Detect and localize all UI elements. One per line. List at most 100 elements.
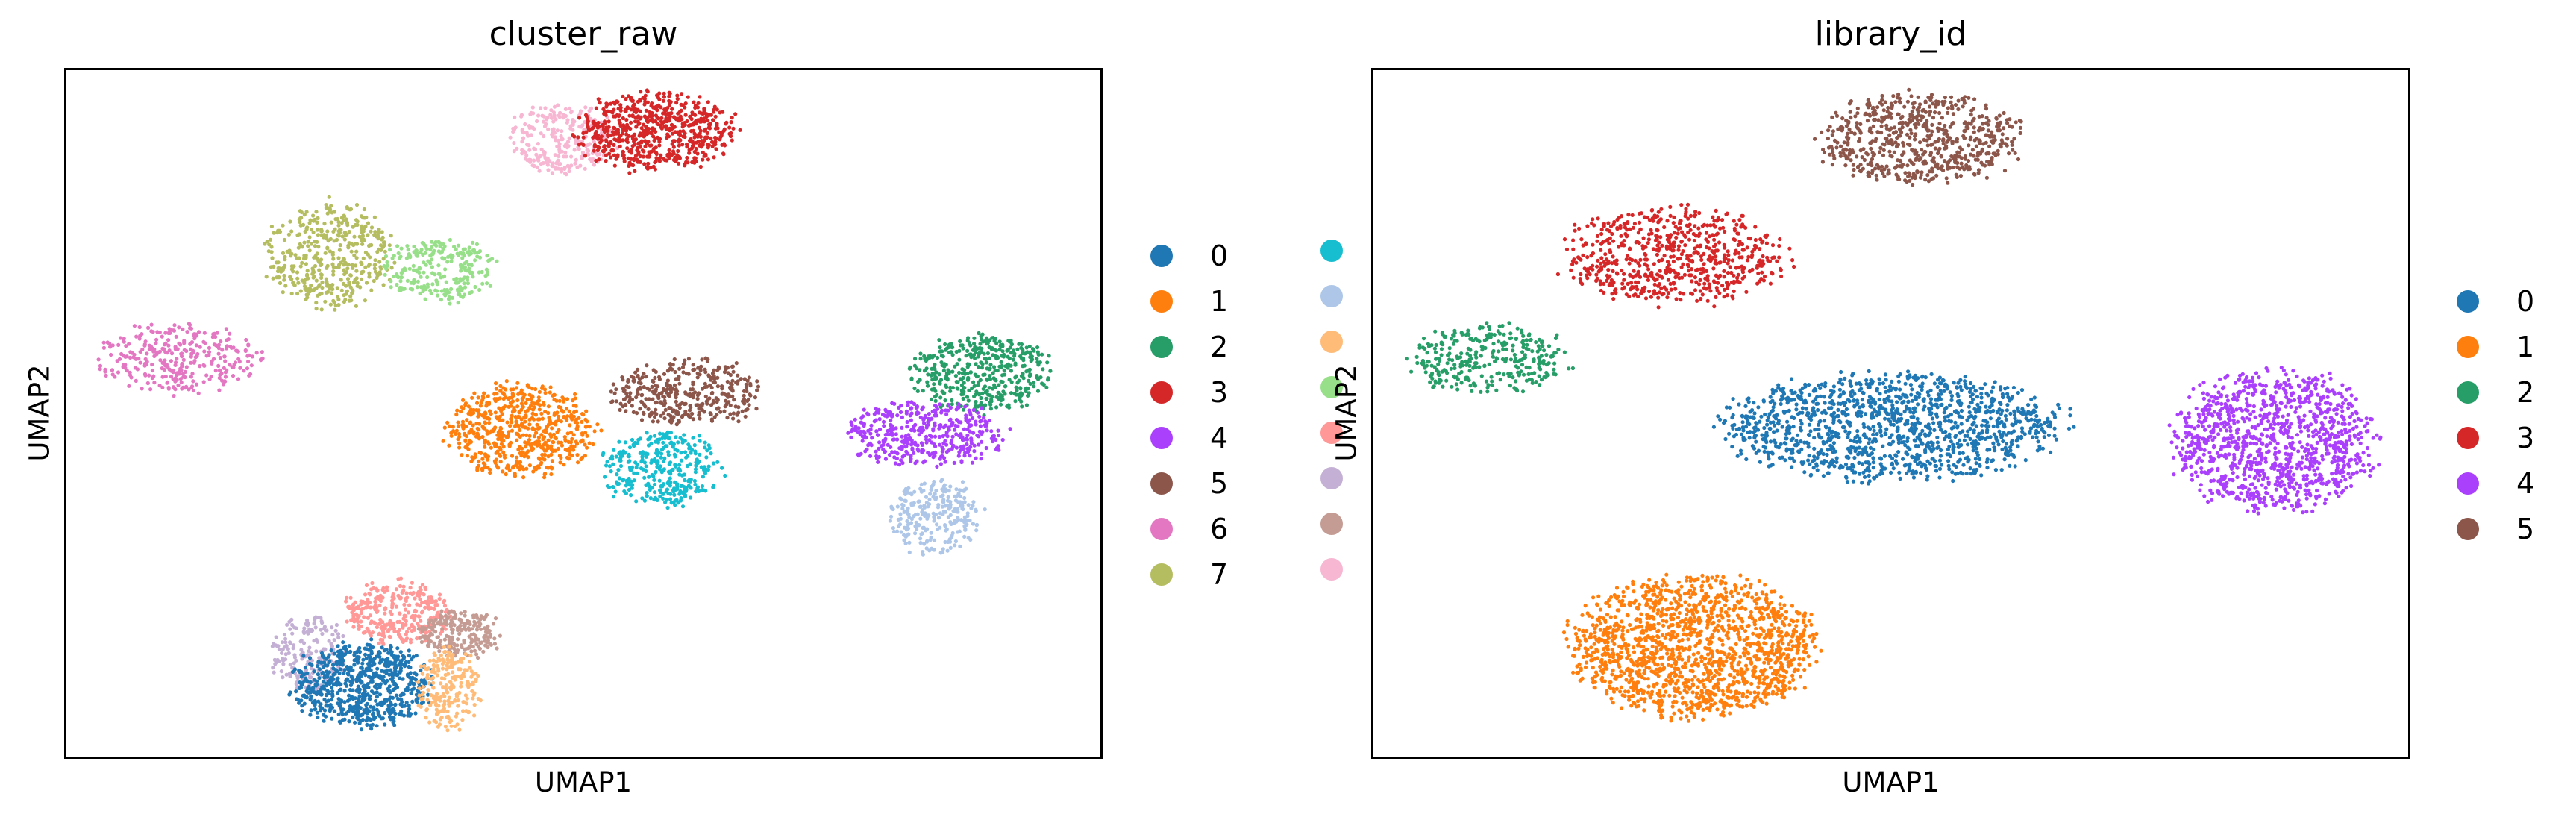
data-point — [954, 487, 959, 492]
data-point — [632, 109, 636, 113]
data-point — [425, 282, 430, 287]
data-point — [900, 434, 904, 439]
data-point — [966, 376, 971, 381]
data-point — [548, 390, 552, 395]
data-point — [621, 116, 625, 121]
data-point — [938, 378, 944, 382]
data-point — [999, 379, 1003, 384]
data-point — [1046, 376, 1050, 381]
data-point — [390, 256, 395, 260]
data-point — [331, 269, 336, 274]
data-point — [969, 355, 974, 360]
data-point — [477, 459, 481, 463]
data-point — [458, 263, 463, 267]
data-point — [754, 407, 759, 411]
data-point — [630, 144, 635, 148]
data-point — [710, 371, 715, 375]
data-point — [1027, 378, 1031, 383]
data-point — [627, 476, 631, 481]
data-point — [572, 148, 577, 152]
data-point — [912, 451, 916, 455]
data-point — [670, 131, 675, 136]
data-point — [145, 381, 150, 386]
data-point — [555, 128, 560, 133]
data-point — [446, 610, 451, 616]
data-point — [627, 480, 632, 485]
data-point — [676, 410, 680, 415]
data-point — [542, 452, 548, 457]
data-point — [420, 583, 425, 587]
data-point — [178, 342, 183, 347]
data-point — [728, 372, 733, 378]
data-point — [569, 154, 574, 159]
data-point — [634, 125, 639, 129]
data-point — [575, 165, 580, 169]
data-point — [550, 466, 554, 471]
data-point — [657, 377, 662, 381]
data-point — [166, 343, 171, 348]
data-point — [441, 439, 445, 443]
data-point — [974, 392, 978, 397]
data-point — [558, 460, 562, 465]
data-point — [974, 400, 978, 404]
data-point — [302, 630, 307, 636]
data-point — [694, 463, 698, 468]
data-point — [501, 445, 506, 449]
data-point — [952, 460, 956, 466]
data-point — [419, 591, 423, 595]
data-point — [962, 515, 967, 519]
data-point — [666, 134, 671, 139]
data-point — [161, 347, 166, 351]
data-point — [734, 361, 739, 366]
data-point — [564, 407, 569, 411]
data-point — [694, 460, 698, 465]
data-point — [705, 131, 709, 135]
data-point — [629, 151, 634, 155]
data-point — [624, 118, 629, 122]
data-point — [565, 142, 569, 146]
data-point — [439, 298, 443, 302]
data-point — [648, 143, 652, 148]
data-point — [310, 628, 315, 633]
data-point — [860, 439, 865, 443]
data-point — [916, 448, 921, 453]
data-point — [622, 397, 627, 401]
data-point — [703, 152, 708, 157]
cluster-points — [888, 478, 987, 557]
data-point — [128, 373, 133, 378]
data-point — [386, 628, 391, 632]
data-point — [473, 258, 477, 263]
data-point — [953, 423, 958, 428]
data-point — [292, 661, 296, 666]
data-point — [343, 298, 348, 302]
data-point — [281, 640, 285, 645]
data-point — [281, 662, 286, 666]
data-point — [373, 230, 377, 234]
data-point — [295, 680, 299, 685]
data-point — [614, 131, 618, 136]
data-point — [450, 295, 455, 300]
data-point — [443, 610, 448, 614]
data-point — [614, 399, 618, 404]
data-point — [1027, 391, 1031, 395]
data-point — [328, 302, 333, 307]
data-point — [424, 630, 429, 635]
data-point — [935, 464, 939, 469]
data-point — [468, 291, 472, 295]
data-point — [469, 633, 474, 637]
data-point — [985, 392, 991, 397]
data-point — [965, 511, 970, 516]
data-point — [917, 433, 921, 437]
data-point — [654, 151, 659, 155]
data-point — [692, 158, 697, 163]
data-point — [1024, 345, 1029, 350]
data-point — [632, 478, 636, 483]
data-point — [621, 404, 625, 409]
data-point — [646, 407, 651, 411]
data-point — [427, 595, 431, 600]
data-point — [504, 472, 508, 477]
data-point — [956, 380, 960, 384]
data-point — [298, 219, 302, 225]
data-point — [554, 398, 559, 403]
data-point — [307, 235, 312, 240]
